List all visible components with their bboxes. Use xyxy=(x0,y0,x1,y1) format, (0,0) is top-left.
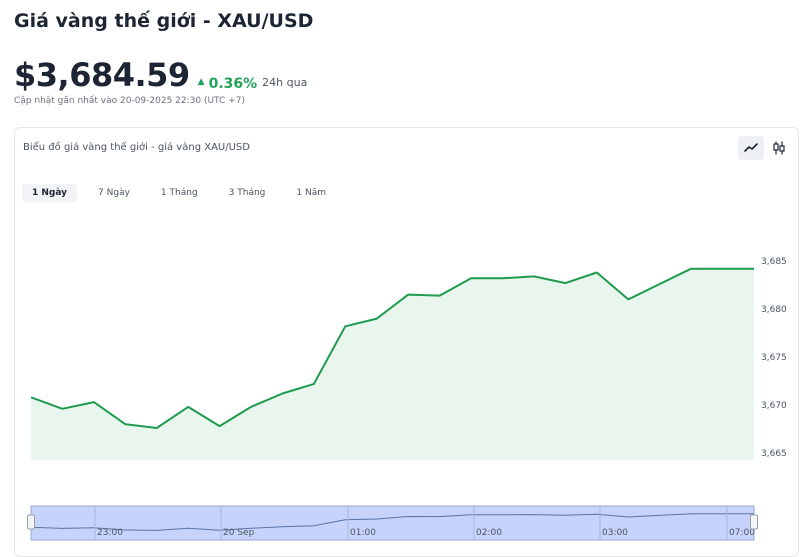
change-period: 24h qua xyxy=(262,76,308,89)
y-tick-label: 3,675 xyxy=(761,353,787,363)
chart-type-toggle xyxy=(736,136,792,160)
price-change: ▲ 0.36% xyxy=(198,76,258,92)
tab-1-month[interactable]: 1 Tháng xyxy=(160,188,198,198)
y-tick-label: 3,670 xyxy=(761,401,787,411)
navigator-tick-label: 20 Sep xyxy=(223,528,255,538)
navigator-tick-label: 01:00 xyxy=(350,528,376,538)
navigator-tick-label: 23:00 xyxy=(97,528,123,538)
tab-1-year[interactable]: 1 Năm xyxy=(296,188,326,198)
line-chart-button[interactable] xyxy=(738,136,764,160)
navigator-window[interactable] xyxy=(30,505,755,541)
candlestick-icon xyxy=(773,141,785,155)
price-line xyxy=(30,267,754,429)
y-tick-label: 3,680 xyxy=(761,305,787,315)
navigator-handle-left[interactable] xyxy=(27,514,35,530)
navigator-line xyxy=(30,513,754,531)
navigator-tick-label: 03:00 xyxy=(602,528,628,538)
navigator-tick-label: 07:00 xyxy=(729,528,755,538)
last-updated: Cập nhật gần nhất vào 20-09-2025 22:30 (… xyxy=(14,96,245,106)
navigator-handle-right[interactable] xyxy=(750,514,758,530)
chart-card: Biểu đồ giá vàng thế giới - giá vàng XAU… xyxy=(14,127,799,557)
y-tick-label: 3,665 xyxy=(761,449,787,459)
line-chart-icon xyxy=(744,143,758,152)
price-area xyxy=(31,268,754,460)
candlestick-button[interactable] xyxy=(766,136,792,160)
page-title: Giá vàng thế giới - XAU/USD xyxy=(14,10,314,32)
price-row: $3,684.59 ▲ 0.36% 24h qua xyxy=(14,56,307,94)
chart-title: Biểu đồ giá vàng thế giới - giá vàng XAU… xyxy=(23,142,250,153)
tab-7-days[interactable]: 7 Ngày xyxy=(98,188,130,198)
tab-1-day[interactable]: 1 Ngày xyxy=(22,184,78,202)
tab-3-months[interactable]: 3 Tháng xyxy=(228,188,266,198)
current-price: $3,684.59 xyxy=(14,56,190,94)
time-range-tabs: 1 Ngày 7 Ngày 1 Tháng 3 Tháng 1 Năm xyxy=(22,184,347,202)
y-tick-label: 3,685 xyxy=(761,257,787,267)
navigator-tick-label: 02:00 xyxy=(476,528,502,538)
arrow-up-icon: ▲ xyxy=(197,77,205,87)
price-change-percent: 0.36% xyxy=(208,76,258,92)
